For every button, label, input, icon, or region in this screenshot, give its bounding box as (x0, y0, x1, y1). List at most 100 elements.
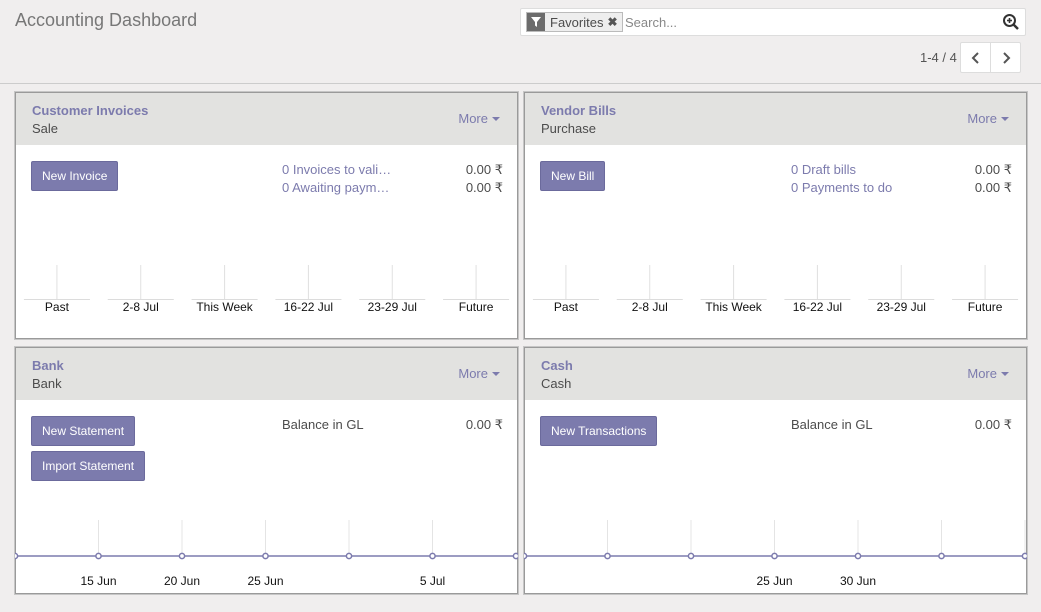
tick-label: 5 Jul (420, 574, 445, 588)
tick-label: Future (968, 300, 1003, 314)
data-point (854, 552, 862, 560)
stat-value: 0.00 ₹ (465, 162, 503, 177)
stat-value: 0.00 ₹ (974, 417, 1012, 432)
close-icon[interactable]: ✖ (607, 15, 618, 29)
pager-value[interactable]: 1-4 / 4 (920, 50, 957, 65)
facet-label: Favorites (550, 14, 604, 30)
tick-label: 16-22 Jul (284, 300, 333, 314)
more-dropdown[interactable]: More (458, 366, 500, 381)
tick-label: 23-29 Jul (877, 300, 926, 314)
journal-card-cash: Cash Cash More New Transactions Balance … (523, 346, 1028, 595)
stat-value: 0.00 ₹ (974, 162, 1012, 177)
more-label: More (458, 111, 488, 126)
bar (868, 299, 935, 300)
data-point (15, 552, 19, 560)
line-chart: 25 Jun 30 Jun (524, 520, 1027, 588)
tick-label: 30 Jun (840, 574, 876, 588)
data-point (512, 552, 518, 560)
new-bill-button[interactable]: New Bill (540, 161, 606, 191)
data-point (604, 552, 611, 560)
stat-label[interactable]: 0 Draft bills (791, 162, 857, 177)
card-header: Vendor Bills Purchase More (525, 93, 1026, 145)
card-title[interactable]: Cash (541, 358, 573, 373)
control-panel: Accounting Dashboard Favorites ✖ 1-4 / 4 (0, 0, 1041, 84)
more-label: More (458, 366, 488, 381)
filter-icon (527, 13, 545, 31)
data-point (429, 552, 436, 560)
tick-label: This Week (196, 300, 253, 314)
bar (275, 299, 342, 300)
journal-card-vendor-bills: Vendor Bills Purchase More New Bill 0 Dr… (523, 91, 1028, 340)
chevron-right-icon (1002, 51, 1010, 64)
bar (107, 299, 174, 300)
new-transactions-button[interactable]: New Transactions (540, 416, 658, 446)
bar (532, 299, 599, 300)
tick-label: 2-8 Jul (123, 300, 159, 314)
journal-card-bank: Bank Bank More New Statement Import Stat… (14, 346, 519, 595)
stat-value: 0.00 ₹ (465, 180, 503, 195)
bar (616, 299, 683, 300)
data-point (687, 552, 695, 560)
more-label: More (967, 366, 997, 381)
data-point (938, 552, 945, 560)
card-title[interactable]: Bank (32, 358, 64, 373)
search-input[interactable] (625, 12, 995, 32)
tick-label: Future (459, 300, 494, 314)
more-dropdown[interactable]: More (967, 366, 1009, 381)
pager-previous-button[interactable] (960, 42, 991, 73)
stat-value: 0.00 ₹ (974, 180, 1012, 195)
tick-label: Past (45, 300, 70, 314)
card-subtitle: Bank (32, 376, 62, 391)
card-title[interactable]: Customer Invoices (32, 103, 149, 118)
page-title: Accounting Dashboard (15, 10, 198, 30)
new-statement-button[interactable]: New Statement (31, 416, 136, 446)
stat-label[interactable]: 0 Invoices to vali… (282, 162, 392, 177)
tick-label: 15 Jun (80, 574, 116, 588)
more-dropdown[interactable]: More (458, 111, 500, 126)
card-header: Bank Bank More (16, 348, 517, 400)
more-dropdown[interactable]: More (967, 111, 1009, 126)
stat-label: Balance in GL (282, 417, 364, 432)
tick-label: 20 Jun (164, 574, 200, 588)
stat-value: 0.00 ₹ (465, 417, 503, 432)
caret-down-icon (1001, 116, 1009, 121)
card-title[interactable]: Vendor Bills (541, 103, 617, 118)
bar (191, 299, 258, 300)
chevron-left-icon (971, 51, 979, 64)
data-point (524, 552, 528, 560)
search-box[interactable]: Favorites ✖ (520, 8, 1026, 36)
journal-card-customer-invoices: Customer Invoices Sale More New Invoice … (14, 91, 519, 340)
tick-label: 2-8 Jul (632, 300, 668, 314)
card-header: Cash Cash More (525, 348, 1026, 400)
card-subtitle: Cash (541, 376, 572, 391)
data-point (1021, 552, 1027, 560)
pager-next-button[interactable] (990, 42, 1021, 73)
bar-chart: Past 2-8 Jul This Week 16-22 Jul 23-29 Jul Fu… (23, 265, 510, 314)
data-point (262, 552, 269, 560)
search-facet-favorites[interactable]: Favorites ✖ (526, 12, 623, 32)
card-header: Customer Invoices Sale More (16, 93, 517, 145)
bar (23, 299, 90, 300)
bar-chart: Past 2-8 Jul This Week 16-22 Jul 23-29 Jul Fu… (532, 265, 1019, 314)
tick-label: Past (554, 300, 579, 314)
data-point (345, 552, 353, 560)
import-statement-button[interactable]: Import Statement (31, 451, 146, 481)
stat-label: Balance in GL (791, 417, 873, 432)
stat-label[interactable]: 0 Awaiting paym… (282, 180, 390, 195)
bar (359, 299, 426, 300)
bar (443, 299, 510, 300)
tick-label: 25 Jun (247, 574, 283, 588)
data-point (95, 552, 102, 560)
caret-down-icon (492, 116, 500, 121)
new-invoice-button[interactable]: New Invoice (31, 161, 119, 191)
caret-down-icon (492, 371, 500, 376)
data-point (771, 552, 778, 560)
stat-label[interactable]: 0 Payments to do (791, 180, 893, 195)
caret-down-icon (1001, 371, 1009, 376)
bar (952, 299, 1019, 300)
search-icon[interactable] (1002, 13, 1020, 31)
card-subtitle: Purchase (541, 121, 596, 136)
more-label: More (967, 111, 997, 126)
data-point (178, 552, 186, 560)
tick-label: 16-22 Jul (793, 300, 842, 314)
